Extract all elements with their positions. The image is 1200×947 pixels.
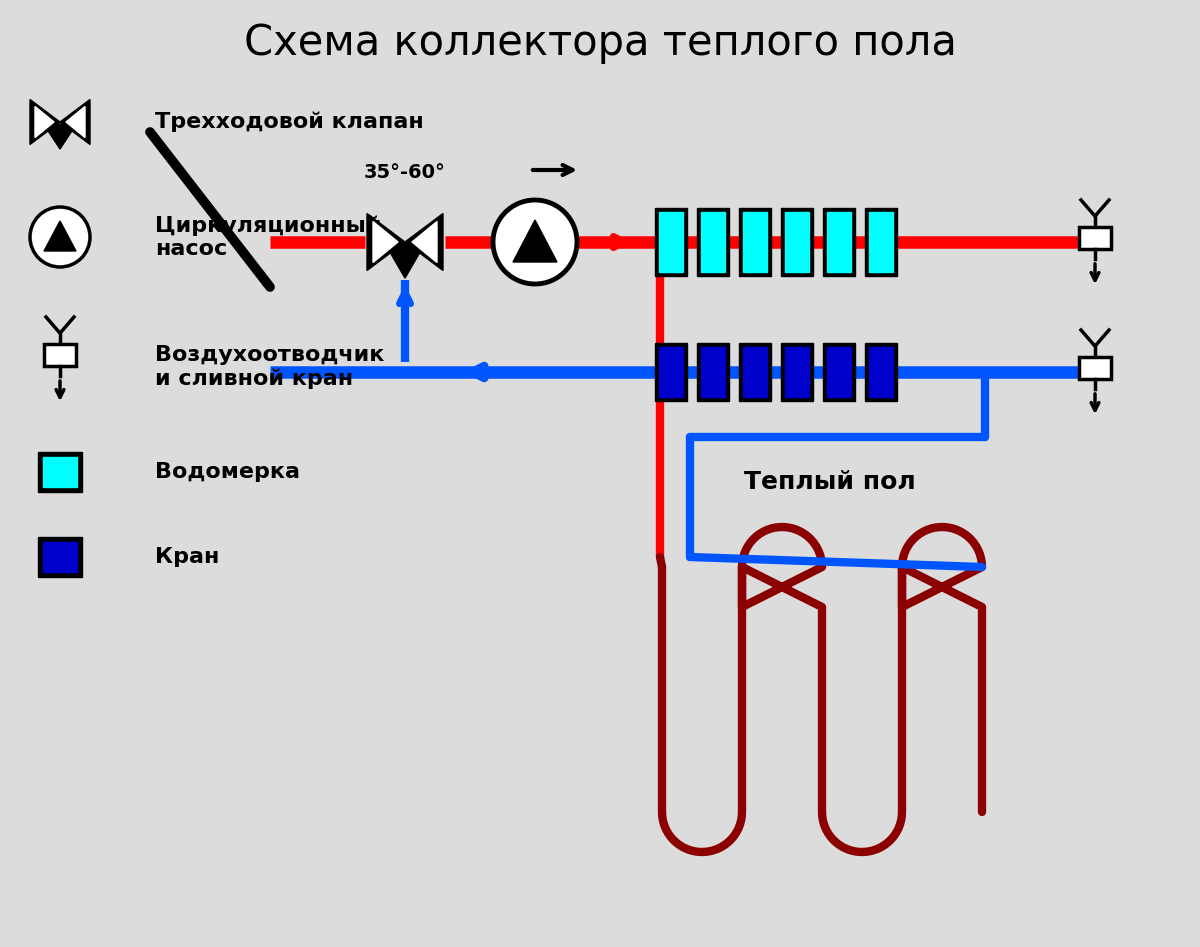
Bar	[1079, 227, 1111, 249]
Polygon shape	[30, 99, 60, 145]
Bar	[655, 208, 686, 276]
Bar	[659, 212, 683, 272]
Polygon shape	[406, 213, 443, 271]
Bar	[869, 212, 893, 272]
Text: Воздухоотводчик
и сливной кран: Воздухоотводчик и сливной кран	[155, 345, 384, 389]
Bar	[697, 343, 730, 401]
Polygon shape	[514, 220, 557, 262]
Bar	[697, 208, 730, 276]
Bar	[781, 208, 814, 276]
Polygon shape	[60, 99, 90, 145]
Bar	[701, 347, 725, 397]
Bar	[743, 347, 767, 397]
Polygon shape	[384, 242, 426, 278]
Polygon shape	[35, 106, 54, 137]
Bar	[655, 343, 686, 401]
Bar	[827, 212, 851, 272]
Polygon shape	[412, 222, 437, 262]
Bar	[781, 343, 814, 401]
Polygon shape	[44, 221, 76, 251]
Bar	[44, 344, 76, 366]
Polygon shape	[66, 106, 85, 137]
Bar	[865, 208, 898, 276]
Bar	[43, 457, 77, 487]
Text: Водомерка: Водомерка	[155, 462, 300, 482]
Bar	[38, 452, 82, 492]
Bar	[701, 212, 725, 272]
Bar	[785, 347, 809, 397]
Bar	[827, 347, 851, 397]
Text: Теплый пол: Теплый пол	[744, 470, 916, 494]
Bar	[823, 208, 854, 276]
Bar	[659, 347, 683, 397]
Circle shape	[30, 207, 90, 267]
Bar	[785, 212, 809, 272]
Circle shape	[493, 200, 577, 284]
Polygon shape	[373, 222, 398, 262]
Bar	[823, 343, 854, 401]
Bar	[739, 208, 772, 276]
Text: Циркуляционный
насос: Циркуляционный насос	[155, 215, 382, 259]
Polygon shape	[367, 213, 406, 271]
Text: Трехходовой клапан: Трехходовой клапан	[155, 112, 424, 133]
Bar	[38, 537, 82, 577]
Bar	[739, 343, 772, 401]
Bar	[43, 542, 77, 572]
Bar	[1079, 357, 1111, 379]
Bar	[865, 343, 898, 401]
Bar	[743, 212, 767, 272]
Text: Схема коллектора теплого пола: Схема коллектора теплого пола	[244, 22, 956, 64]
Text: Кран: Кран	[155, 547, 220, 567]
Text: 35°-60°: 35°-60°	[364, 163, 446, 182]
Polygon shape	[43, 124, 77, 149]
Bar	[869, 347, 893, 397]
